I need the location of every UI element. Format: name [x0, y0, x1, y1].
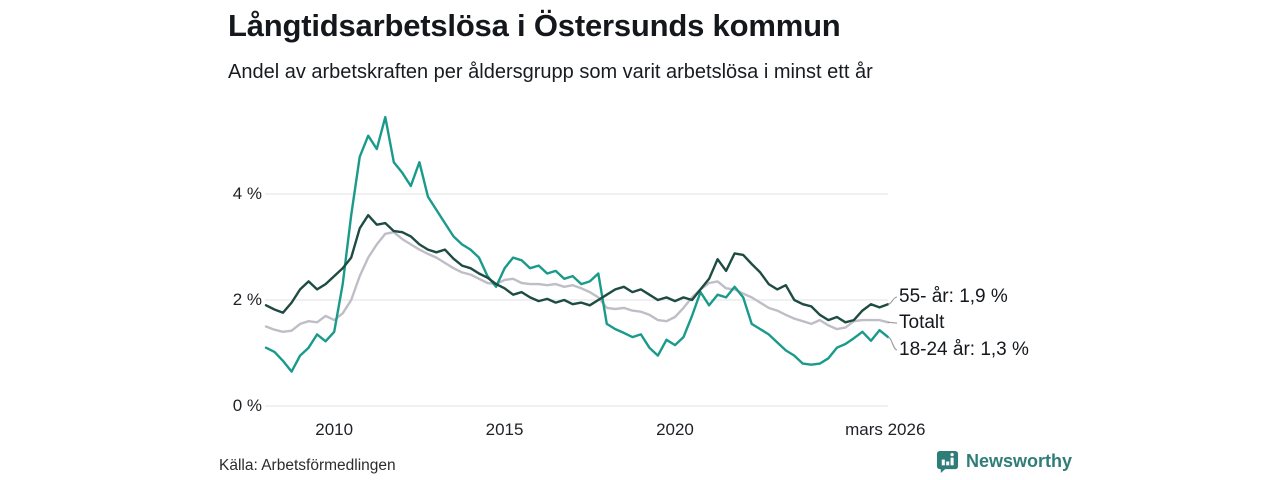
y-tick-label: 2 % [232, 290, 262, 309]
end-label-connector-18-24-ar [887, 336, 898, 351]
end-label-55-ar: 55- år: 1,9 % [899, 286, 1008, 308]
end-label-connector-totalt [887, 321, 898, 324]
chart-title: Långtidsarbetslösa i Östersunds kommun [228, 8, 841, 43]
end-label-connector-55-ar [887, 296, 898, 305]
end-label-totalt: Totalt [899, 312, 945, 334]
end-label-18-24-ar: 18-24 år: 1,3 % [899, 338, 1029, 360]
newsworthy-wordmark: Newsworthy [966, 451, 1073, 471]
x-tick-label: 2020 [656, 420, 694, 439]
series-line-18-24-ar [264, 115, 890, 373]
source-note: Källa: Arbetsförmedlingen [219, 457, 396, 474]
series-line-55-ar [264, 213, 890, 324]
y-tick-label: 4 % [232, 184, 262, 203]
chart-subtitle: Andel av arbetskraften per åldersgrupp s… [228, 61, 873, 83]
newsworthy-logo: Newsworthy [936, 450, 1072, 473]
series-line-totalt [264, 230, 890, 333]
y-tick-label: 0 % [232, 396, 262, 415]
x-tick-label: 2015 [485, 420, 524, 439]
bar-chart-speech-bubble-icon [936, 450, 959, 473]
x-tick-label: 2010 [315, 420, 354, 439]
x-tick-label: mars 2026 [845, 420, 926, 439]
